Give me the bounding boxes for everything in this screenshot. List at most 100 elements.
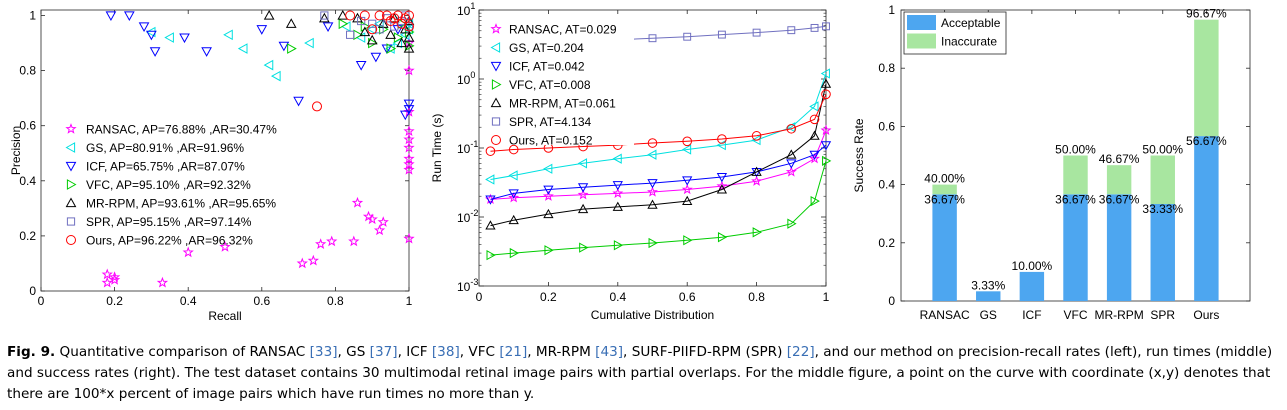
data-point	[403, 32, 415, 42]
legend-marker	[65, 123, 77, 134]
legend-label: RANSAC, AT=0.029	[509, 23, 617, 37]
data-point	[375, 25, 384, 34]
legend-marker	[491, 135, 501, 145]
citation-link[interactable]: [22]	[786, 344, 815, 360]
legend-background	[484, 17, 634, 145]
success-rate-chart: 0 0.2 0.4 0.6 0.8 1 Success Rate RANSAC 40.00% 36…	[852, 3, 1251, 322]
series-spr	[320, 11, 414, 39]
bar-inaccurate-spr	[1150, 155, 1175, 205]
legend-label: VFC, AT=0.008	[509, 78, 591, 92]
citation-link[interactable]: [33]	[309, 344, 338, 360]
precision-recall-chart: 0 0.2 0.4 0.6 0.8 1 0 0.2 0.4 0.6 0.8 1 Recall Precis…	[9, 9, 415, 323]
data-point	[403, 105, 415, 115]
data-point	[752, 227, 762, 238]
data-point	[399, 23, 411, 34]
data-point	[820, 124, 832, 136]
bar-acceptable-label: 33.33%	[1142, 202, 1183, 216]
data-point	[179, 33, 190, 44]
legend-label: ICF, AP=65.75% ,AR=87.07%	[86, 160, 245, 174]
caption-label: Fig. 9.	[7, 344, 56, 360]
data-point	[612, 187, 624, 199]
data-point	[809, 130, 820, 140]
data-point	[223, 29, 233, 41]
citation-link[interactable]: [21]	[499, 344, 528, 360]
data-point	[716, 184, 728, 194]
data-point	[577, 183, 589, 193]
y-tick-label: 10-2	[457, 208, 478, 225]
data-point	[486, 249, 496, 261]
series-ours	[485, 89, 831, 156]
legend: RANSAC, AP=76.88% ,AR=30.47% GS, AP=80.91…	[65, 123, 277, 248]
data-point	[319, 12, 330, 23]
data-point	[785, 166, 797, 177]
data-point	[716, 180, 728, 191]
data-point	[820, 141, 832, 151]
legend-marker	[490, 61, 502, 72]
category-label: ICF	[1022, 308, 1041, 322]
data-point	[485, 174, 495, 185]
data-point	[683, 235, 693, 246]
data-point	[367, 24, 378, 35]
y-tick-label: 100	[457, 70, 475, 87]
bar-inaccurate-vfc	[1063, 155, 1088, 195]
y-tick-label: 0.4	[19, 174, 36, 188]
bar-acceptable-label: 56.67%	[1186, 134, 1227, 148]
data-point	[820, 68, 830, 79]
data-point	[716, 173, 728, 183]
citation-link[interactable]: [37]	[369, 344, 398, 360]
y-tick-label: 0.2	[19, 229, 36, 243]
data-point	[389, 13, 400, 24]
x-axis-label: Cumulative Distribution	[591, 308, 714, 322]
data-point	[164, 32, 174, 43]
data-point	[647, 149, 657, 160]
legend-marker	[65, 197, 77, 208]
data-point	[312, 101, 322, 112]
data-point	[751, 131, 762, 141]
legend-label: MR-RPM, AT=0.061	[509, 97, 616, 111]
data-point	[508, 189, 519, 199]
x-tick-label: 0.8	[327, 294, 344, 308]
data-point	[612, 153, 622, 164]
data-point	[338, 18, 349, 30]
data-point	[396, 37, 407, 48]
legend-marker	[65, 142, 76, 153]
data-point	[385, 29, 396, 39]
data-point	[577, 158, 588, 169]
bar-acceptable-icf	[1019, 271, 1045, 301]
legend: RANSAC, AT=0.029 GS, AT=0.204 ICF, AT=0.04…	[484, 17, 634, 148]
data-point	[385, 16, 396, 27]
data-point	[485, 195, 496, 205]
data-point	[348, 235, 360, 247]
y-tick-label: 0.6	[878, 119, 895, 133]
caption-text: Quantitative comparison of RANSAC	[55, 344, 310, 360]
data-point	[101, 268, 113, 280]
data-point	[613, 240, 624, 251]
citation-link[interactable]: [38]	[431, 344, 460, 360]
y-axis-label: Run Time (s)	[430, 114, 444, 183]
bar-inaccurate-ours	[1194, 19, 1219, 137]
y-tick-label: 10-3	[457, 277, 478, 294]
y-tick-label: 1	[888, 3, 895, 17]
data-point	[403, 43, 415, 53]
legend-label: Acceptable	[941, 16, 1001, 30]
citation-link[interactable]: [43]	[595, 344, 624, 360]
caption-text: , SURF-PIIFD-RPM (SPR)	[623, 344, 787, 360]
data-point	[648, 237, 658, 249]
data-point	[822, 155, 832, 167]
data-point	[751, 166, 762, 176]
data-point	[359, 26, 371, 37]
bar-acceptable-label: 3.33%	[971, 278, 1005, 292]
series-line	[490, 160, 827, 256]
data-point	[403, 232, 415, 244]
data-point	[543, 163, 553, 174]
x-tick-label: 0.8	[748, 290, 765, 304]
y-tick-label: 0.6	[19, 119, 36, 133]
data-point	[543, 185, 554, 195]
data-point	[287, 43, 297, 54]
caption-text: , MR-RPM	[527, 344, 596, 360]
legend-label: Ours, AT=0.152	[509, 134, 593, 148]
data-point	[256, 25, 268, 35]
x-tick-label: 0	[476, 290, 483, 304]
data-point	[508, 214, 519, 225]
data-point	[682, 195, 693, 206]
